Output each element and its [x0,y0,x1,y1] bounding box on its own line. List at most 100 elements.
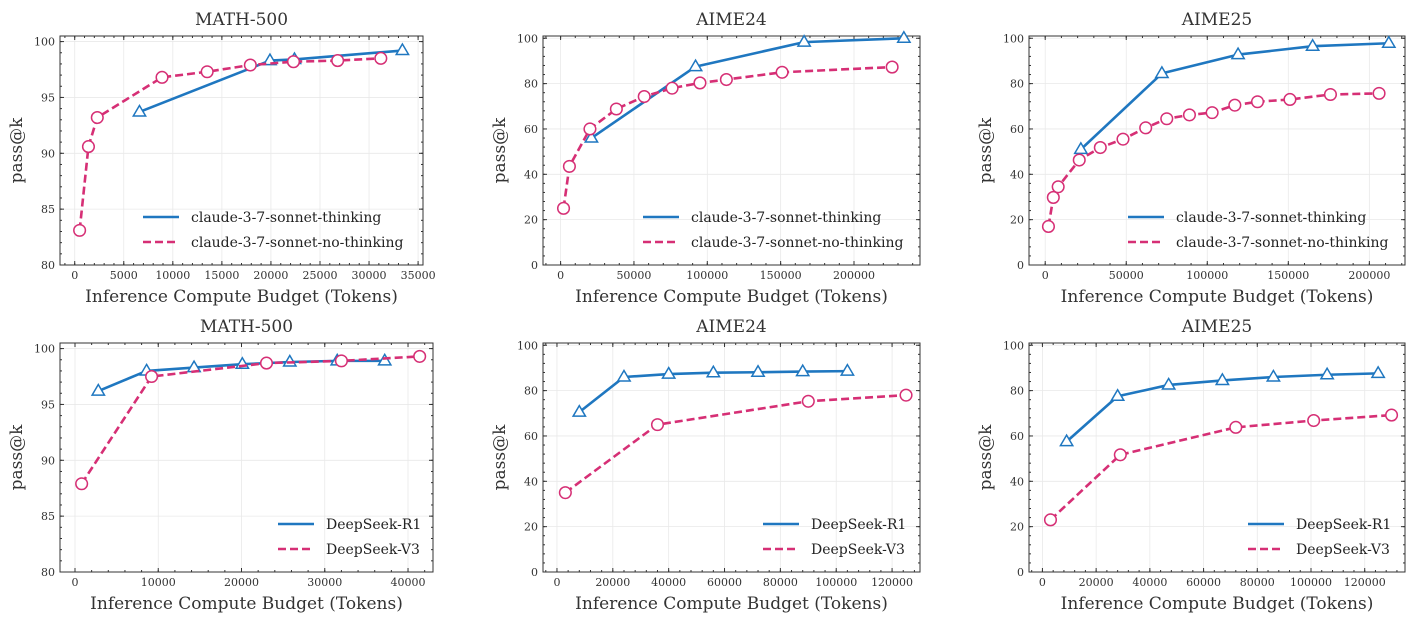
data-point-triangle [616,369,632,382]
data-point-triangle [661,366,677,379]
panel-title: AIME24 [695,10,766,30]
data-point-triangle [583,130,599,143]
x-tick-label: 40000 [1132,576,1167,589]
data-point-circle [1323,87,1337,102]
series-line-2 [564,393,907,494]
y-tick-label: 20 [1010,214,1024,227]
x-tick-label: 50000 [616,269,651,282]
data-point-triangle [1059,433,1075,447]
y-tick-label: 80 [41,259,55,272]
x-tick-label: 60000 [707,576,742,589]
legend-label: claude-3-7-sonnet-no-thinking [1176,235,1389,251]
x-tick-label: 120000 [1344,576,1386,589]
y-tick-label: 80 [524,78,538,91]
data-point-circle [1113,448,1127,462]
data-point-circle [334,354,348,368]
data-point-circle [562,159,576,173]
panel-title: MATH-500 [195,10,288,30]
legend-label: claude-3-7-sonnet-no-thinking [691,235,904,251]
data-point-circle [81,140,96,154]
data-point-circle [1043,513,1058,527]
data-point-circle [558,486,572,500]
y-tick-label: 90 [41,454,55,467]
y-tick-label: 40 [1010,475,1024,488]
data-point-triangle [688,58,704,72]
plot-frame [59,342,434,573]
x-tick-label: 0 [71,576,78,589]
panel-title: MATH-500 [200,317,293,337]
data-point-circle [583,122,597,136]
y-tick-label: 100 [517,32,538,45]
data-point-triangle [1230,46,1246,60]
data-point-circle [1250,95,1265,109]
data-point-triangle [262,52,278,66]
plot-frame [1028,35,1406,266]
data-point-circle [1072,153,1086,167]
x-tick-label: 100000 [815,576,857,589]
x-axis-label: Inference Compute Budget (Tokens) [90,594,403,614]
y-tick-label: 60 [1010,430,1024,443]
legend-label: DeepSeek-R1 [811,517,906,533]
data-point-circle [75,477,89,491]
y-tick-label: 0 [531,259,538,272]
data-point-triangle [1381,35,1397,49]
legend-label: DeepSeek-V3 [326,542,420,558]
y-tick-label: 100 [34,343,55,356]
series-line-1 [138,49,403,114]
y-tick-label: 60 [524,430,538,443]
x-tick-label: 0 [553,576,560,589]
data-point-triangle [1154,65,1170,79]
y-axis-label: pass@k [7,424,27,490]
x-tick-label: 20000 [595,576,630,589]
data-point-triangle [750,364,766,378]
data-point-circle [413,349,427,363]
data-point-triangle [1161,376,1177,390]
data-point-triangle [1073,141,1089,155]
y-tick-label: 60 [1010,123,1024,136]
y-tick-label: 80 [1010,78,1024,91]
data-point-circle [1228,98,1242,112]
data-point-triangle [705,364,721,378]
x-tick-label: 0 [1039,576,1046,589]
series-line-2 [1049,413,1392,521]
y-tick-label: 40 [524,475,538,488]
x-axis-label: Inference Compute Budget (Tokens) [575,287,888,307]
y-tick-label: 40 [524,168,538,181]
data-point-circle [650,418,665,432]
series-line-2 [562,65,893,209]
data-point-triangle [90,383,106,396]
y-tick-label: 40 [1010,168,1024,181]
y-axis-label: pass@k [490,117,510,183]
y-tick-label: 85 [41,203,55,216]
y-tick-label: 85 [41,510,55,523]
x-tick-label: 15000 [204,269,239,282]
data-point-circle [259,356,274,370]
panel-4: 0 10000 20000 30000 40000 80 85 90 95 100 MATH-500… [7,317,434,614]
data-point-circle [286,55,301,69]
y-tick-label: 80 [524,385,538,398]
legend-label: claude-3-7-sonnet-thinking [191,210,381,226]
y-tick-label: 20 [524,214,538,227]
data-point-circle [243,58,257,72]
data-point-circle [1116,132,1130,146]
data-point-circle [1051,180,1065,194]
x-tick-label: 50000 [1109,269,1144,282]
y-tick-label: 95 [41,91,55,104]
data-point-triangle [1370,365,1386,379]
x-tick-label: 30000 [352,269,387,282]
data-point-triangle [896,30,912,44]
legend: DeepSeek-R1 DeepSeek-V3 [763,517,906,558]
data-point-circle [665,81,679,95]
data-point-triangle [839,363,855,376]
y-tick-label: 20 [1010,521,1024,534]
legend-label: DeepSeek-R1 [1296,517,1391,533]
panel-5: 0 20000 40000 60000 80000 100000 120000 0 20 40 60… [490,317,921,614]
y-tick-label: 90 [41,147,55,160]
x-tick-label: 30000 [307,576,342,589]
data-point-circle [374,51,388,65]
x-tick-label: 80000 [763,576,798,589]
plot-frame [1028,342,1406,573]
x-axis-label: Inference Compute Budget (Tokens) [1061,287,1374,307]
data-point-circle [719,72,733,87]
